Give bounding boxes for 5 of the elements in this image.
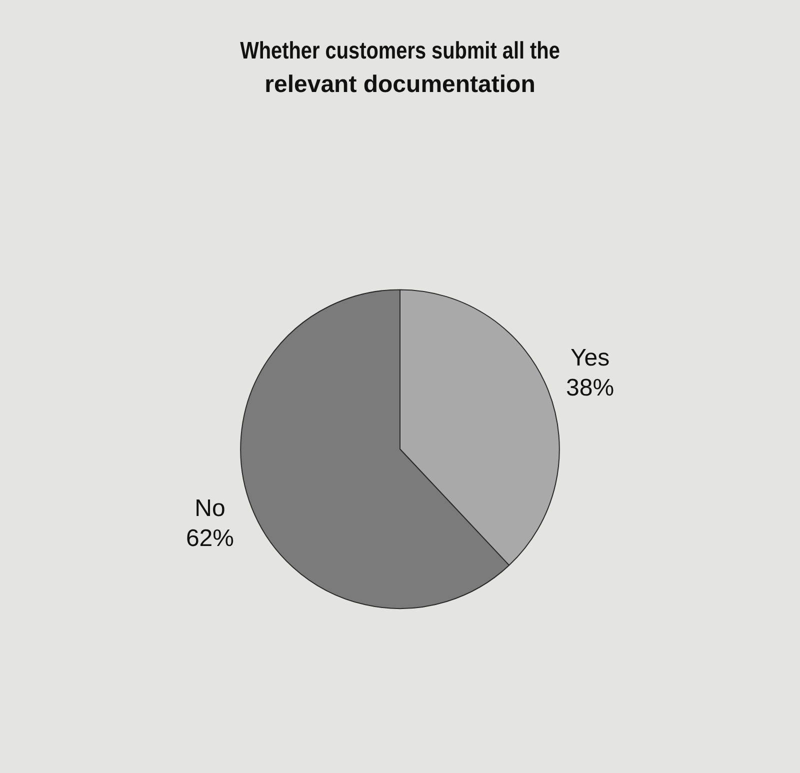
chart-title: Whether customers submit all the relevant documentation [240, 36, 560, 98]
data-label: 38% [566, 374, 614, 402]
slice-label: No [194, 494, 226, 522]
data-label: 62% [186, 524, 234, 552]
slice-label: Yes [570, 344, 610, 372]
